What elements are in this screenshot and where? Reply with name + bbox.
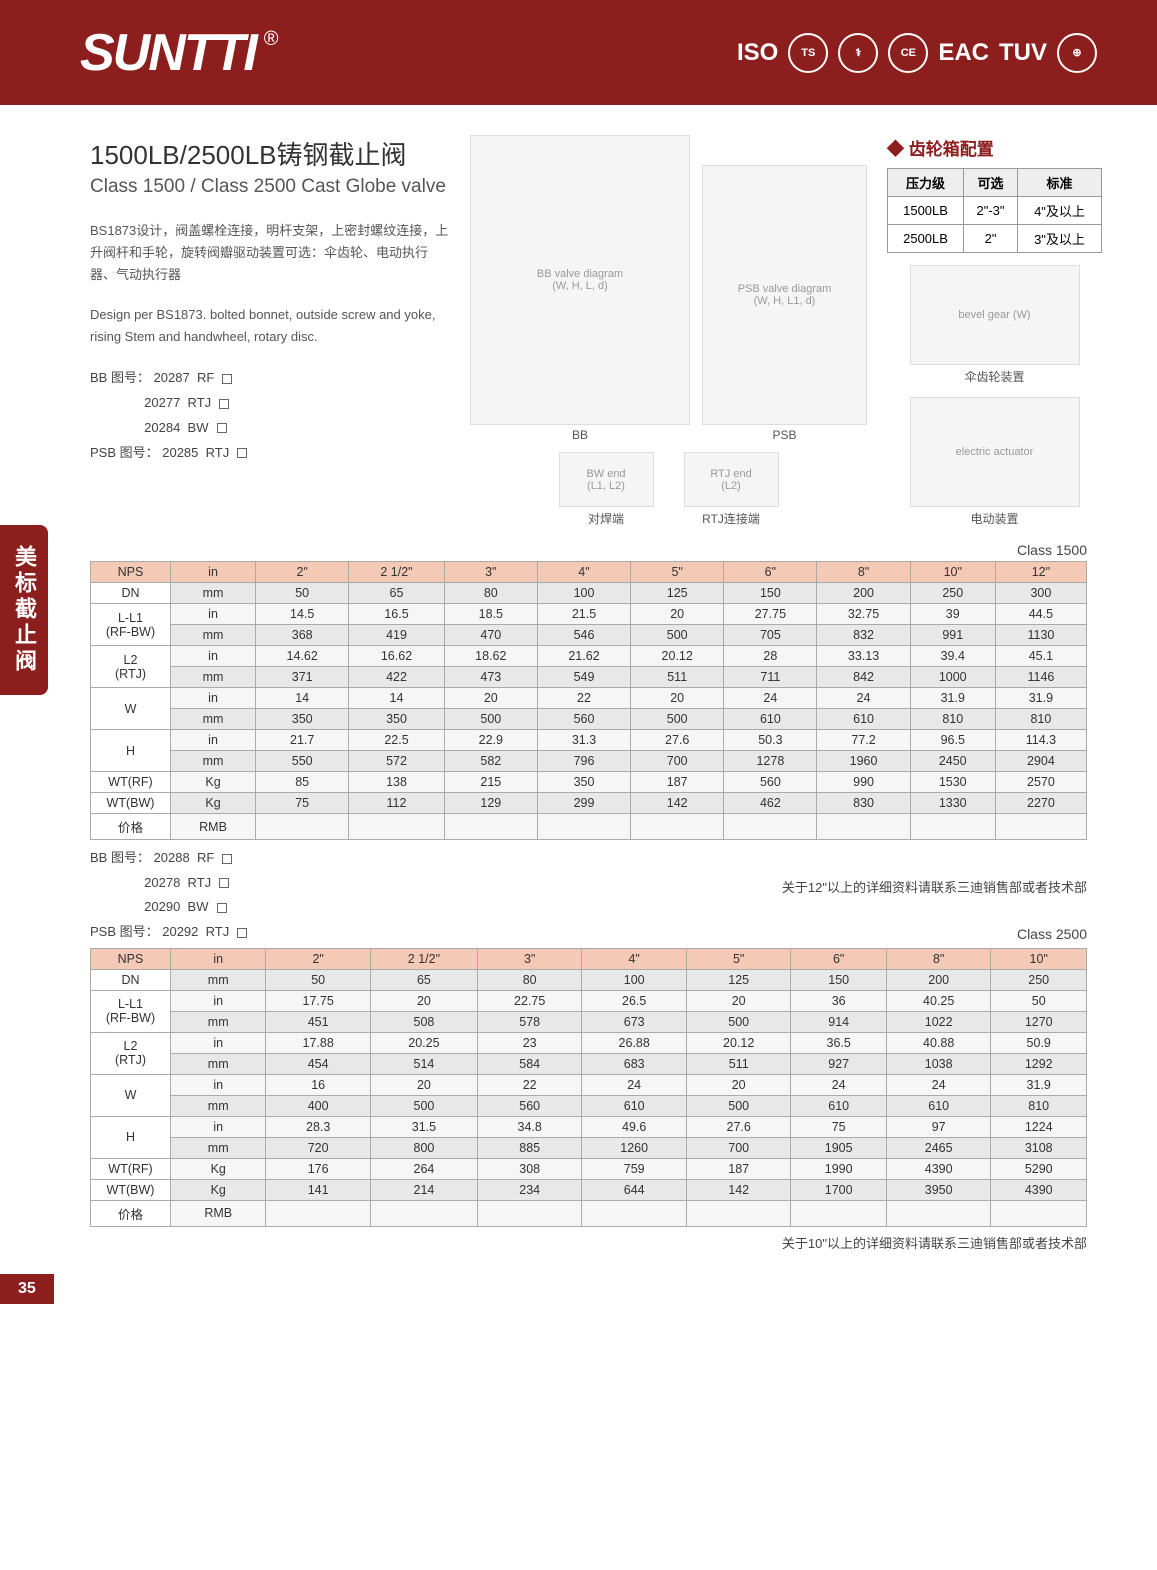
rtj-end-diagram: RTJ end(L2) xyxy=(684,452,779,507)
bw-end-label: 对焊端 xyxy=(559,510,654,527)
cert-badge: TS xyxy=(788,33,828,73)
note-class-1500: 关于12"以上的详细资料请联系三迪销售部或者技术部 xyxy=(782,877,1087,896)
drawing-numbers-1: BB 图号： 20287 RF 20277 RTJ 20284 BWPSB 图号… xyxy=(90,366,450,465)
cert-badge: ISO xyxy=(737,33,778,73)
valve-diagram-bb: BB valve diagram(W, H, L, d) xyxy=(470,135,690,425)
bb-label: BB xyxy=(470,428,690,442)
drawing-numbers-2: BB 图号： 20288 RF 20278 RTJ 20290 BWPSB 图号… xyxy=(90,846,247,945)
electric-actuator-label: 电动装置 xyxy=(887,510,1102,527)
title-english: Class 1500 / Class 2500 Cast Globe valve xyxy=(90,176,450,198)
page-content: 美标截止阀 1500LB/2500LB铸钢截止阀 Class 1500 / Cl… xyxy=(0,105,1157,1294)
spec-table-class-2500: NPSin2"2 1/2"3"4"5"6"8"10"DNmm5065801001… xyxy=(90,948,1087,1227)
spec-table-class-1500: NPSin2"2 1/2"3"4"5"6"8"10"12"DNmm5065801… xyxy=(90,561,1087,840)
cert-badge: EAC xyxy=(938,33,989,73)
description-english: Design per BS1873. bolted bonnet, outsid… xyxy=(90,304,450,348)
electric-actuator-diagram: electric actuator xyxy=(910,397,1080,507)
bw-end-diagram: BW end(L1, L2) xyxy=(559,452,654,507)
class-1500-label: Class 1500 xyxy=(90,542,1087,558)
cert-badge: ⚕ xyxy=(838,33,878,73)
page-number: 35 xyxy=(0,1274,54,1304)
title-chinese: 1500LB/2500LB铸钢截止阀 xyxy=(90,135,450,172)
psb-label: PSB xyxy=(702,428,867,442)
brand-logo: SUNTTI® xyxy=(80,23,277,83)
rtj-end-label: RTJ连接端 xyxy=(684,510,779,527)
valve-diagram-psb: PSB valve diagram(W, H, L1, d) xyxy=(702,165,867,425)
description-chinese: BS1873设计，阀盖螺栓连接，明杆支架，上密封螺纹连接，上升阀杆和手轮，旋转阀… xyxy=(90,220,450,286)
cert-badge: TUV xyxy=(999,33,1047,73)
class-2500-label: Class 2500 xyxy=(782,926,1087,942)
side-tab: 美标截止阀 xyxy=(0,525,48,695)
page-header: SUNTTI® ISOTS⚕CEEACTUV⊕ xyxy=(0,0,1157,105)
certification-badges: ISOTS⚕CEEACTUV⊕ xyxy=(737,33,1097,73)
cert-badge: CE xyxy=(888,33,928,73)
cert-badge: ⊕ xyxy=(1057,33,1097,73)
gearbox-config-table: 压力级可选标准1500LB2"-3"4"及以上2500LB2"3"及以上 xyxy=(887,168,1102,253)
bevel-gear-diagram: bevel gear (W) xyxy=(910,265,1080,365)
note-class-2500: 关于10"以上的详细资料请联系三迪销售部或者技术部 xyxy=(90,1233,1087,1252)
bevel-gear-label: 伞齿轮装置 xyxy=(887,368,1102,385)
gearbox-title: 齿轮箱配置 xyxy=(887,135,1102,160)
